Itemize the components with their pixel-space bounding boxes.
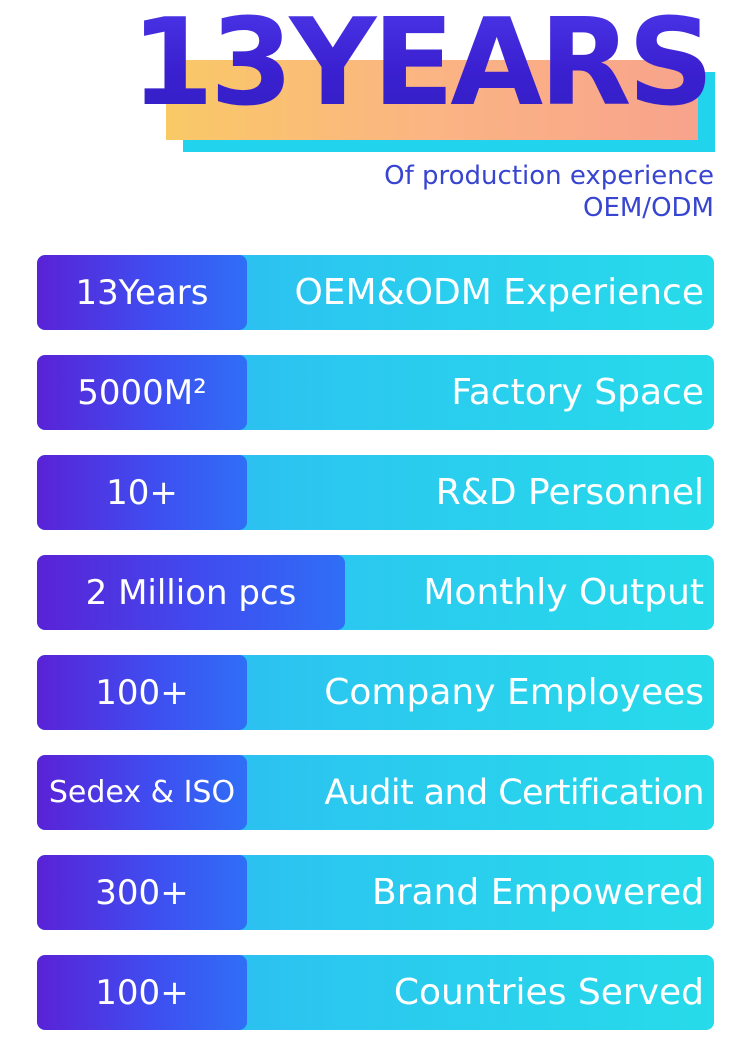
- hero-header: 13YEARS Of production experience OEM/ODM: [0, 0, 750, 250]
- stat-row-certification: Sedex & ISO Audit and Certification: [37, 755, 714, 830]
- stat-label: Countries Served: [393, 972, 704, 1013]
- stat-label: Brand Empowered: [372, 872, 704, 913]
- stat-row-countries: 100+ Countries Served: [37, 955, 714, 1030]
- stat-label: Company Employees: [324, 672, 704, 713]
- stat-row-monthly-output: 2 Million pcs Monthly Output: [37, 555, 714, 630]
- stat-list: 13Years OEM&ODM Experience 5000M² Factor…: [37, 255, 714, 1055]
- stat-row-factory-space: 5000M² Factory Space: [37, 355, 714, 430]
- stat-value: Sedex & ISO: [37, 755, 247, 830]
- stat-label: Monthly Output: [423, 572, 704, 613]
- stat-value: 300+: [37, 855, 247, 930]
- stat-label: Factory Space: [451, 372, 704, 413]
- title-highlight-warm: [166, 60, 698, 140]
- stat-value: 13Years: [37, 255, 247, 330]
- stat-row-brands: 300+ Brand Empowered: [37, 855, 714, 930]
- stat-label: R&D Personnel: [435, 472, 704, 513]
- stat-value: 10+: [37, 455, 247, 530]
- stat-value: 2 Million pcs: [37, 555, 345, 630]
- stat-row-experience: 13Years OEM&ODM Experience: [37, 255, 714, 330]
- subtitle: Of production experience OEM/ODM: [384, 160, 714, 224]
- stat-label: Audit and Certification: [324, 772, 704, 813]
- stat-row-employees: 100+ Company Employees: [37, 655, 714, 730]
- stat-value: 5000M²: [37, 355, 247, 430]
- stat-value: 100+: [37, 955, 247, 1030]
- stat-row-rd-personnel: 10+ R&D Personnel: [37, 455, 714, 530]
- page-title: 13YEARS: [130, 0, 714, 133]
- stat-value: 100+: [37, 655, 247, 730]
- subtitle-line-2: OEM/ODM: [582, 193, 714, 223]
- subtitle-line-1: Of production experience: [384, 161, 714, 191]
- stat-label: OEM&ODM Experience: [294, 272, 704, 313]
